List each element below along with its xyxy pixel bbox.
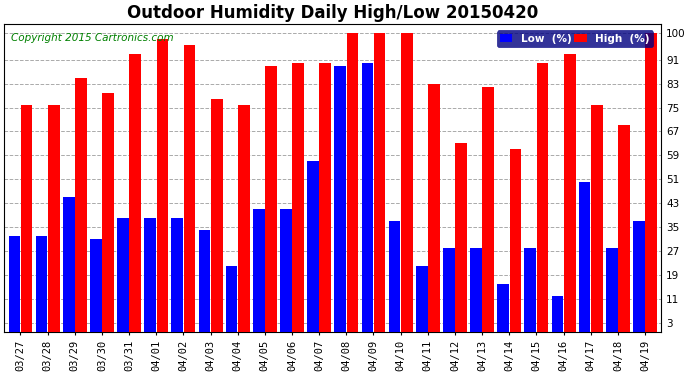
Bar: [416, 266, 428, 332]
Bar: [618, 126, 630, 332]
Bar: [335, 66, 346, 332]
Bar: [470, 248, 482, 332]
Bar: [48, 105, 59, 332]
Bar: [117, 218, 129, 332]
Bar: [591, 105, 602, 332]
Bar: [226, 266, 237, 332]
Bar: [497, 284, 509, 332]
Bar: [102, 93, 114, 332]
Bar: [90, 239, 101, 332]
Bar: [401, 33, 413, 332]
Bar: [36, 236, 48, 332]
Bar: [157, 39, 168, 332]
Bar: [455, 143, 467, 332]
Bar: [482, 87, 494, 332]
Bar: [63, 197, 75, 332]
Bar: [537, 63, 549, 332]
Bar: [606, 248, 618, 332]
Bar: [346, 33, 358, 332]
Bar: [253, 209, 264, 332]
Bar: [293, 63, 304, 332]
Bar: [428, 84, 440, 332]
Bar: [645, 33, 657, 332]
Text: Copyright 2015 Cartronics.com: Copyright 2015 Cartronics.com: [11, 33, 173, 43]
Bar: [319, 63, 331, 332]
Bar: [443, 248, 455, 332]
Bar: [579, 182, 591, 332]
Bar: [388, 221, 400, 332]
Legend: Low  (%), High  (%): Low (%), High (%): [497, 30, 653, 47]
Bar: [129, 54, 141, 332]
Bar: [280, 209, 292, 332]
Bar: [362, 63, 373, 332]
Bar: [75, 78, 87, 332]
Bar: [633, 221, 644, 332]
Bar: [211, 99, 222, 332]
Bar: [184, 45, 195, 332]
Bar: [8, 236, 20, 332]
Title: Outdoor Humidity Daily High/Low 20150420: Outdoor Humidity Daily High/Low 20150420: [127, 4, 538, 22]
Bar: [199, 230, 210, 332]
Bar: [21, 105, 32, 332]
Bar: [551, 296, 563, 332]
Bar: [524, 248, 536, 332]
Bar: [144, 218, 156, 332]
Bar: [171, 218, 183, 332]
Bar: [564, 54, 575, 332]
Bar: [265, 66, 277, 332]
Bar: [238, 105, 250, 332]
Bar: [374, 33, 386, 332]
Bar: [509, 149, 521, 332]
Bar: [307, 161, 319, 332]
